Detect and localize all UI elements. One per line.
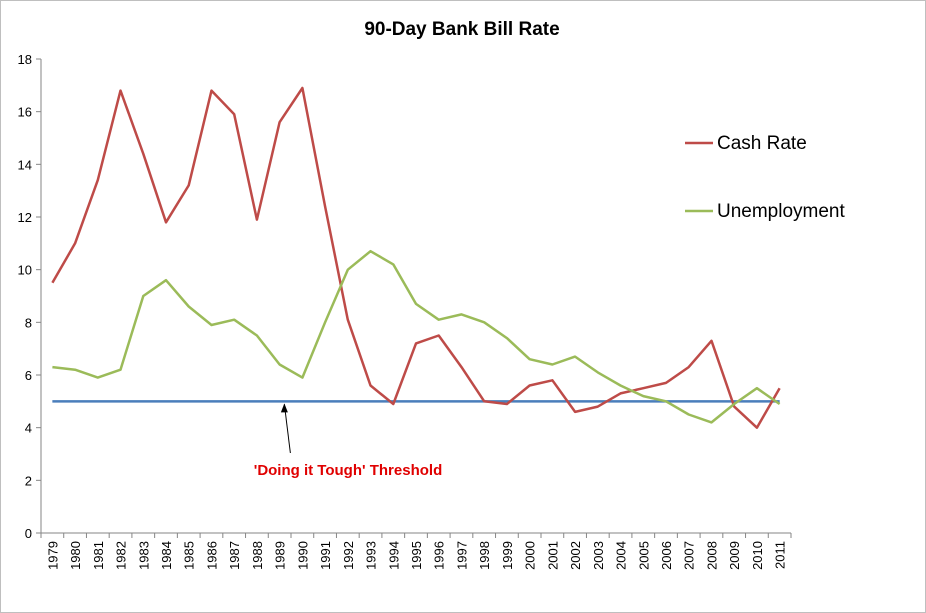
x-tick-label: 1986 — [204, 541, 219, 570]
x-tick-label: 1980 — [68, 541, 83, 570]
x-tick-label: 2005 — [636, 541, 651, 570]
legend-label-cash-rate: Cash Rate — [717, 133, 807, 154]
y-tick-label: 6 — [25, 368, 32, 383]
legend: Cash Rate Unemployment — [685, 133, 845, 222]
x-tick-label: 2007 — [682, 541, 697, 570]
x-tick-label: 1984 — [159, 541, 174, 570]
x-tick-label: 2011 — [773, 541, 788, 569]
x-tick-label: 1994 — [386, 541, 401, 570]
x-tick-label: 2002 — [568, 541, 583, 570]
annotation-arrow-head — [280, 403, 288, 413]
y-tick-label: 2 — [25, 473, 32, 488]
y-tick-label: 16 — [18, 105, 32, 120]
x-tick-label: 2000 — [523, 541, 538, 570]
annotation-layer: 'Doing it Tough' Threshold — [254, 403, 443, 479]
x-tick-label: 1988 — [250, 541, 265, 570]
y-tick-label: 10 — [18, 263, 32, 278]
annotation-arrow-shaft — [283, 404, 291, 454]
legend-label-unemployment: Unemployment — [717, 201, 845, 222]
y-axis: 0 2 4 6 8 10 12 14 16 18 — [18, 52, 42, 541]
series-line-unemployment — [52, 249, 781, 424]
series-line-cash-rate — [51, 86, 781, 429]
x-tick-label: 2003 — [591, 541, 606, 570]
x-tick-label: 2008 — [704, 541, 719, 570]
x-tick-label: 1985 — [182, 541, 197, 570]
x-tick-label: 1983 — [136, 541, 151, 570]
x-tick-label: 1991 — [318, 541, 333, 570]
x-tick-label: 1992 — [341, 541, 356, 570]
x-tick-label: 1996 — [432, 541, 447, 570]
x-tick-label: 1993 — [364, 541, 379, 570]
x-tick-label: 2001 — [545, 541, 560, 570]
x-tick-label: 1987 — [227, 541, 242, 570]
x-tick-label: 2004 — [614, 541, 629, 570]
x-tick-label: 1997 — [454, 541, 469, 570]
y-tick-label: 4 — [25, 421, 32, 436]
x-tick-label: 1979 — [45, 541, 60, 570]
x-tick-label: 1999 — [500, 541, 515, 570]
x-tick-label: 1981 — [91, 541, 106, 570]
y-tick-label: 18 — [18, 52, 32, 67]
y-tick-label: 8 — [25, 315, 32, 330]
x-tick-label: 2010 — [750, 541, 765, 570]
y-tick-label: 14 — [18, 157, 32, 172]
chart-title: 90-Day Bank Bill Rate — [364, 19, 559, 40]
series-layer — [51, 86, 781, 429]
threshold-annotation: 'Doing it Tough' Threshold — [254, 462, 443, 479]
x-tick-label: 1995 — [409, 541, 424, 570]
x-tick-label: 2006 — [659, 541, 674, 570]
x-tick-label: 1989 — [273, 541, 288, 570]
x-tick-label: 1982 — [114, 541, 129, 570]
x-tick-label: 2009 — [727, 541, 742, 570]
y-tick-label: 12 — [18, 210, 32, 225]
x-tick-label: 1998 — [477, 541, 492, 570]
x-axis: 1979 1980 1981 1982 1983 1984 1985 1986 1987 1988… — [40, 532, 792, 570]
y-tick-label: 0 — [25, 526, 32, 541]
x-tick-label: 1990 — [295, 541, 310, 570]
